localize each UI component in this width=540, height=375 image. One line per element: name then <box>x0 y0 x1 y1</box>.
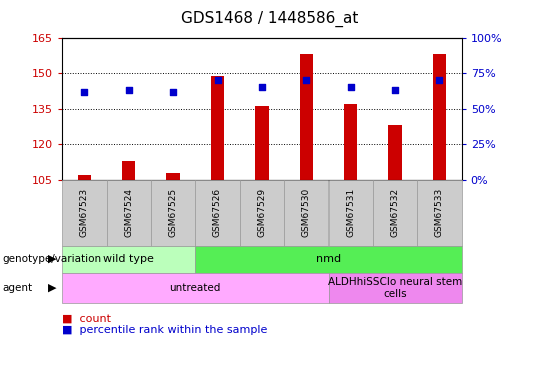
Point <box>302 77 310 83</box>
Text: ALDHhiSSClo neural stem
cells: ALDHhiSSClo neural stem cells <box>328 277 462 299</box>
Point <box>346 84 355 90</box>
Bar <box>344 104 357 180</box>
Bar <box>122 161 136 180</box>
Bar <box>300 54 313 180</box>
Text: wild type: wild type <box>103 254 154 264</box>
Text: GSM67531: GSM67531 <box>346 188 355 237</box>
Point <box>124 87 133 93</box>
Point <box>80 88 89 94</box>
Text: GSM67524: GSM67524 <box>124 188 133 237</box>
Point <box>169 88 178 94</box>
Bar <box>78 175 91 180</box>
Bar <box>211 75 224 180</box>
Text: untreated: untreated <box>170 283 221 293</box>
Point <box>258 84 266 90</box>
Bar <box>388 125 402 180</box>
Text: GSM67530: GSM67530 <box>302 188 311 237</box>
Text: genotype/variation: genotype/variation <box>3 254 102 264</box>
Text: GSM67529: GSM67529 <box>258 188 266 237</box>
Bar <box>255 106 268 180</box>
Point <box>213 77 222 83</box>
Text: GSM67523: GSM67523 <box>80 188 89 237</box>
Point <box>435 77 444 83</box>
Bar <box>433 54 446 180</box>
Bar <box>166 173 180 180</box>
Text: ■  percentile rank within the sample: ■ percentile rank within the sample <box>62 325 267 334</box>
Text: ▶: ▶ <box>48 283 57 293</box>
Text: GSM67526: GSM67526 <box>213 188 222 237</box>
Text: agent: agent <box>3 283 33 293</box>
Text: GSM67533: GSM67533 <box>435 188 444 237</box>
Text: ■  count: ■ count <box>62 314 111 323</box>
Text: GSM67532: GSM67532 <box>390 188 400 237</box>
Text: GSM67525: GSM67525 <box>168 188 178 237</box>
Text: GDS1468 / 1448586_at: GDS1468 / 1448586_at <box>181 11 359 27</box>
Text: ▶: ▶ <box>48 254 57 264</box>
Point <box>391 87 400 93</box>
Text: nmd: nmd <box>316 254 341 264</box>
